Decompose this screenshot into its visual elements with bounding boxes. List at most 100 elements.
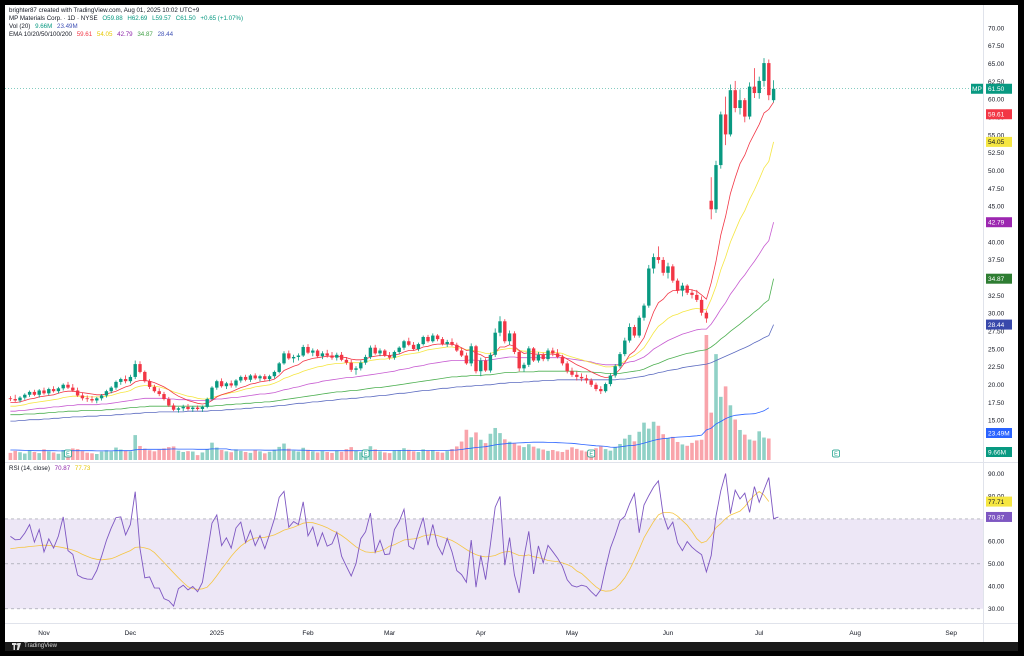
volume-bar: [75, 449, 80, 460]
volume-bar: [349, 447, 353, 460]
rsi-tick-label: 40.00: [988, 584, 1005, 591]
volume-bar: [637, 431, 641, 460]
price-tick-label: 52.50: [988, 150, 1005, 157]
candle-body: [503, 321, 507, 342]
price-tick-label: 62.50: [988, 79, 1005, 86]
earnings-marker-letter: E: [589, 452, 593, 458]
x-tick-label: May: [566, 630, 579, 637]
price-tick-label: 27.50: [988, 328, 1005, 335]
volume-bar: [431, 450, 435, 460]
candle-body: [479, 360, 483, 372]
x-tick-label: Apr: [476, 630, 487, 637]
candle-body: [344, 359, 349, 363]
price-tick-label: 55.00: [988, 132, 1005, 139]
volume-value: 9.66M: [35, 23, 53, 30]
candle-body: [469, 346, 473, 364]
candle-body: [383, 350, 387, 356]
volume-bar: [560, 451, 565, 460]
volume-bar: [743, 434, 747, 460]
candle-body: [8, 398, 13, 400]
volume-bar: [42, 449, 46, 460]
candle-body: [541, 354, 545, 360]
rsi-legend[interactable]: RSI (14, close) 70.87 77.73: [9, 465, 93, 472]
volume-legend[interactable]: Vol (20) 9.66M 23.49M: [9, 23, 81, 30]
candle-body: [440, 339, 445, 345]
volume-bar: [277, 446, 281, 460]
volume-bar: [248, 452, 253, 460]
rsi-tick-label: 60.00: [988, 539, 1005, 546]
volume-bar: [320, 451, 325, 460]
candle-body: [171, 405, 176, 410]
volume-bar: [608, 450, 613, 460]
candle-body: [709, 200, 713, 210]
candle-body: [599, 389, 603, 392]
candle-body: [551, 350, 555, 354]
volume-bar: [157, 449, 161, 460]
candle-body: [421, 336, 425, 345]
candle-body: [99, 395, 104, 399]
x-tick-label: Dec: [125, 630, 137, 637]
rsi-tag-bg: [986, 511, 1012, 522]
candle-body: [431, 335, 435, 342]
ema-legend[interactable]: EMA 10/20/50/100/200 59.61 54.05 42.79 3…: [9, 31, 176, 38]
ema20-value: 54.05: [96, 31, 113, 38]
candle-body: [37, 390, 41, 395]
symbol-label[interactable]: MP Materials Corp. · 1D · NYSE: [9, 15, 98, 22]
volume-bar: [733, 419, 737, 460]
price-tag: 59.61: [986, 109, 1012, 120]
volume-bar: [479, 439, 483, 460]
candle-body: [315, 350, 320, 357]
volume-ma-line: [10, 407, 770, 452]
ema200-line: [10, 324, 774, 422]
volume-bar: [18, 452, 22, 460]
candle-body: [397, 347, 401, 352]
candle-body: [162, 394, 166, 400]
candle-body: [219, 381, 224, 387]
candle-body: [531, 348, 536, 361]
candle-body: [575, 374, 579, 377]
volume-bar: [647, 428, 651, 460]
volume-bar: [296, 451, 301, 460]
candle-body: [565, 363, 569, 372]
candle-body: [512, 333, 517, 352]
volume-bar: [666, 438, 670, 460]
volume-bar: [656, 425, 661, 460]
volume-bar: [330, 452, 334, 460]
price-tick-label: 70.00: [988, 25, 1005, 32]
candle-body: [743, 100, 747, 117]
volume-bar: [752, 440, 757, 460]
candle-body: [215, 381, 219, 388]
candle-body: [258, 376, 262, 379]
volume-bar: [373, 449, 377, 460]
earnings-marker-icon: E: [832, 449, 840, 458]
candle-body: [167, 399, 171, 406]
candle-body: [359, 362, 363, 369]
volume-bar: [210, 442, 214, 460]
volume-bar: [147, 450, 152, 460]
candle-body: [195, 407, 200, 410]
chart-canvas[interactable]: 70.0067.5065.0062.5060.0057.5055.0052.50…: [5, 5, 1018, 651]
volume-bar: [459, 441, 464, 460]
x-tick-label: Mar: [384, 630, 396, 637]
volume-bar: [536, 448, 541, 460]
candle-body: [368, 347, 373, 357]
price-tag: MP 61.50: [971, 83, 1012, 94]
volume-bar: [272, 449, 277, 460]
volume-bar: [651, 421, 656, 460]
volume-bar: [114, 447, 118, 460]
candle-body: [498, 321, 502, 333]
volume-bar: [133, 435, 137, 460]
volume-bar: [387, 453, 392, 460]
price-tag-symbol: MP: [972, 86, 982, 93]
ema20-line: [10, 141, 774, 407]
candle-body: [243, 376, 248, 380]
volume-bar: [599, 446, 603, 460]
ema10-value: 59.61: [76, 31, 93, 38]
volume-bar: [503, 439, 507, 460]
price-tick-label: 60.00: [988, 97, 1005, 104]
candle-body: [42, 390, 46, 394]
candle-body: [613, 366, 617, 376]
price-tag: 54.05: [986, 136, 1012, 147]
price-tick-label: 45.00: [988, 204, 1005, 211]
volume-bar: [359, 452, 363, 460]
